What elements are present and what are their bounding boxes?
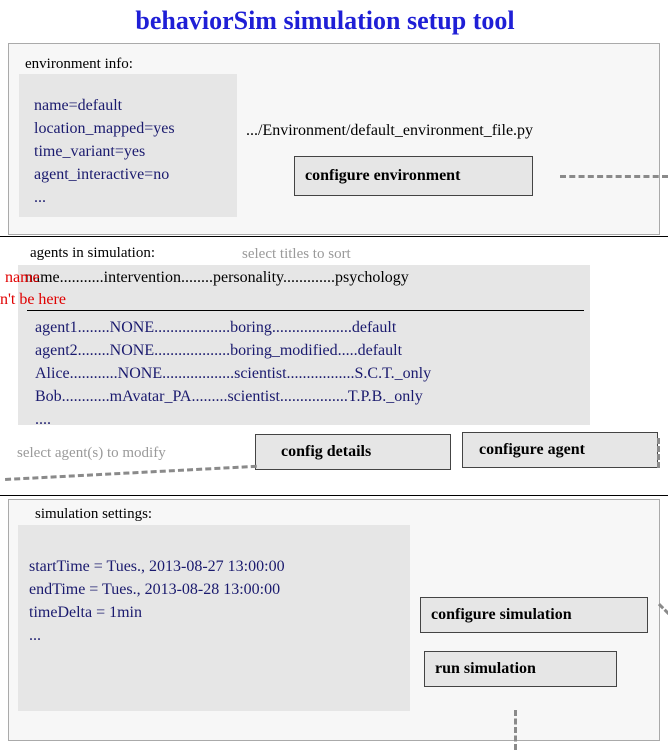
connector-dashed-line: [657, 438, 660, 468]
table-row[interactable]: Alice............NONE..................s…: [35, 365, 432, 382]
environment-info-line: name=default: [34, 97, 123, 114]
environment-file-path[interactable]: .../Environment/default_environment_file…: [246, 122, 534, 139]
section-divider: [0, 236, 668, 237]
environment-label: environment info:: [25, 56, 133, 72]
table-row[interactable]: ....: [35, 411, 51, 428]
page-title: behaviorSim simulation setup tool: [135, 6, 515, 35]
simulation-panel: simulation settings: startTime = Tues., …: [8, 499, 660, 741]
configure-environment-button[interactable]: configure environment: [294, 156, 533, 196]
run-simulation-button[interactable]: run simulation: [424, 651, 617, 687]
error-text-line-1: name: [5, 269, 40, 286]
simulation-settings-box: startTime = Tues., 2013-08-27 13:00:00 e…: [18, 525, 410, 711]
environment-info-line: ...: [34, 189, 46, 206]
simulation-setting-line: timeDelta = 1min: [29, 604, 142, 621]
configure-simulation-button[interactable]: configure simulation: [420, 597, 648, 633]
environment-panel: environment info: name=default location_…: [8, 43, 660, 235]
environment-info-line: location_mapped=yes: [34, 120, 175, 137]
agent-table-rows: agent1........NONE...................bor…: [35, 316, 431, 431]
config-details-button[interactable]: config details: [255, 434, 451, 470]
connector-dashed-line: [560, 175, 668, 178]
simulation-label: simulation settings:: [35, 506, 153, 522]
modify-hint: select agent(s) to modify: [17, 445, 166, 461]
agent-table: [18, 265, 590, 425]
environment-info-box: name=default location_mapped=yes time_va…: [19, 74, 237, 217]
simulation-setting-line: ...: [29, 627, 41, 644]
agents-label: agents in simulation:: [30, 245, 155, 261]
connector-dashed-line: [5, 464, 257, 481]
table-row[interactable]: Bob............mAvatar_PA.........scient…: [35, 388, 423, 405]
connector-dashed-line: [514, 710, 517, 750]
section-divider: [0, 495, 668, 496]
error-text-line-2: n't be here: [0, 291, 66, 308]
simulation-setting-line: startTime = Tues., 2013-08-27 13:00:00: [29, 558, 285, 575]
agent-table-header-rule: [27, 310, 584, 311]
table-row[interactable]: agent2........NONE...................bor…: [35, 342, 403, 359]
simulation-setting-line: endTime = Tues., 2013-08-28 13:00:00: [29, 581, 281, 598]
environment-info-line: agent_interactive=no: [34, 166, 170, 183]
environment-info-line: time_variant=yes: [34, 143, 146, 160]
sort-hint: select titles to sort: [242, 246, 351, 262]
agent-table-header[interactable]: name...........intervention........perso…: [25, 269, 409, 286]
table-row[interactable]: agent1........NONE...................bor…: [35, 319, 397, 336]
configure-agent-button[interactable]: configure agent: [462, 432, 658, 468]
